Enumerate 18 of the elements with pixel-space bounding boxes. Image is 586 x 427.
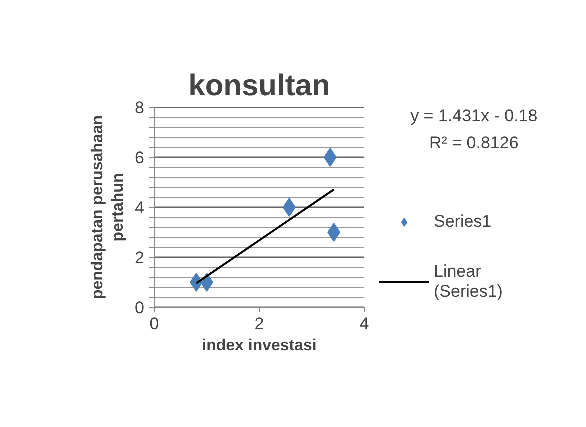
x-axis-title: index investasi: [202, 338, 317, 354]
y-tick-label: 2: [135, 248, 145, 268]
y-tick-label: 0: [135, 298, 145, 318]
text: y = 1.431x - 0.18: [410, 106, 538, 126]
y-tick-label: 8: [135, 98, 145, 118]
point: [282, 198, 296, 217]
point: [324, 148, 337, 167]
x-tick-label: 4: [360, 314, 370, 334]
point: [328, 223, 341, 242]
x-tick-label: 0: [150, 314, 160, 334]
y-tick-label: 4: [135, 198, 145, 218]
chart-title: konsultan: [188, 70, 330, 102]
legend-label: Series1: [434, 212, 492, 232]
x-tick-label: 2: [254, 314, 264, 334]
y-tick-label: 6: [135, 148, 145, 168]
text: R² = 0.8126: [429, 134, 519, 152]
legend-label: Linear (Series1): [434, 262, 503, 302]
y-axis-title: pendapatan perusahaan pertahun: [90, 115, 128, 300]
